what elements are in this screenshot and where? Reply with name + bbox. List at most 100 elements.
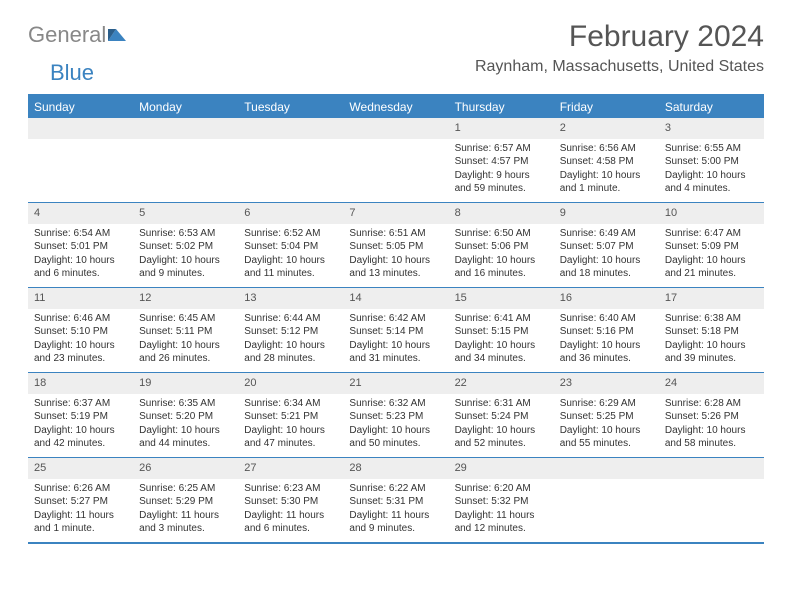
day-content: Sunrise: 6:47 AMSunset: 5:09 PMDaylight:…	[659, 224, 764, 287]
day-number: 24	[659, 373, 764, 394]
day-number: 27	[238, 458, 343, 479]
day-content: Sunrise: 6:50 AMSunset: 5:06 PMDaylight:…	[449, 224, 554, 287]
day-cell: 16Sunrise: 6:40 AMSunset: 5:16 PMDayligh…	[554, 288, 659, 372]
day-number: 13	[238, 288, 343, 309]
day-sunset: Sunset: 5:24 PM	[455, 410, 548, 424]
day-sunset: Sunset: 5:14 PM	[349, 325, 442, 339]
day-content: Sunrise: 6:26 AMSunset: 5:27 PMDaylight:…	[28, 479, 133, 542]
day-sunrise: Sunrise: 6:28 AM	[665, 397, 758, 411]
day-daylight2: and 11 minutes.	[244, 267, 337, 281]
day-sunrise: Sunrise: 6:44 AM	[244, 312, 337, 326]
day-content: Sunrise: 6:22 AMSunset: 5:31 PMDaylight:…	[343, 479, 448, 542]
day-cell: 22Sunrise: 6:31 AMSunset: 5:24 PMDayligh…	[449, 373, 554, 457]
day-cell	[238, 118, 343, 202]
day-number: 21	[343, 373, 448, 394]
day-daylight1: Daylight: 10 hours	[665, 339, 758, 353]
day-sunrise: Sunrise: 6:25 AM	[139, 482, 232, 496]
day-number: 14	[343, 288, 448, 309]
day-content: Sunrise: 6:41 AMSunset: 5:15 PMDaylight:…	[449, 309, 554, 372]
day-sunrise: Sunrise: 6:35 AM	[139, 397, 232, 411]
weekday-friday: Friday	[554, 96, 659, 118]
day-sunrise: Sunrise: 6:23 AM	[244, 482, 337, 496]
day-number-empty	[343, 118, 448, 139]
day-daylight2: and 28 minutes.	[244, 352, 337, 366]
day-daylight1: Daylight: 10 hours	[139, 424, 232, 438]
day-content: Sunrise: 6:31 AMSunset: 5:24 PMDaylight:…	[449, 394, 554, 457]
day-sunset: Sunset: 5:12 PM	[244, 325, 337, 339]
day-number: 3	[659, 118, 764, 139]
day-sunrise: Sunrise: 6:55 AM	[665, 142, 758, 156]
day-sunset: Sunset: 5:31 PM	[349, 495, 442, 509]
day-cell: 19Sunrise: 6:35 AMSunset: 5:20 PMDayligh…	[133, 373, 238, 457]
weekday-saturday: Saturday	[659, 96, 764, 118]
day-number: 8	[449, 203, 554, 224]
day-sunrise: Sunrise: 6:37 AM	[34, 397, 127, 411]
day-number: 26	[133, 458, 238, 479]
day-sunset: Sunset: 5:21 PM	[244, 410, 337, 424]
day-daylight2: and 44 minutes.	[139, 437, 232, 451]
day-sunrise: Sunrise: 6:54 AM	[34, 227, 127, 241]
day-sunrise: Sunrise: 6:40 AM	[560, 312, 653, 326]
day-daylight2: and 9 minutes.	[139, 267, 232, 281]
day-daylight1: Daylight: 9 hours	[455, 169, 548, 183]
day-cell	[28, 118, 133, 202]
weekday-thursday: Thursday	[449, 96, 554, 118]
day-cell: 3Sunrise: 6:55 AMSunset: 5:00 PMDaylight…	[659, 118, 764, 202]
day-sunrise: Sunrise: 6:29 AM	[560, 397, 653, 411]
day-sunrise: Sunrise: 6:50 AM	[455, 227, 548, 241]
day-sunrise: Sunrise: 6:31 AM	[455, 397, 548, 411]
day-cell: 23Sunrise: 6:29 AMSunset: 5:25 PMDayligh…	[554, 373, 659, 457]
day-daylight2: and 23 minutes.	[34, 352, 127, 366]
day-sunset: Sunset: 5:06 PM	[455, 240, 548, 254]
day-sunrise: Sunrise: 6:22 AM	[349, 482, 442, 496]
day-daylight1: Daylight: 10 hours	[349, 424, 442, 438]
day-sunrise: Sunrise: 6:32 AM	[349, 397, 442, 411]
day-cell: 17Sunrise: 6:38 AMSunset: 5:18 PMDayligh…	[659, 288, 764, 372]
logo: General	[28, 22, 129, 48]
day-cell	[343, 118, 448, 202]
day-daylight2: and 3 minutes.	[139, 522, 232, 536]
day-daylight1: Daylight: 10 hours	[560, 339, 653, 353]
day-sunset: Sunset: 5:25 PM	[560, 410, 653, 424]
day-daylight2: and 39 minutes.	[665, 352, 758, 366]
day-number: 23	[554, 373, 659, 394]
day-number-empty	[28, 118, 133, 139]
day-cell: 8Sunrise: 6:50 AMSunset: 5:06 PMDaylight…	[449, 203, 554, 287]
logo-text-2: Blue	[50, 60, 94, 85]
day-sunrise: Sunrise: 6:47 AM	[665, 227, 758, 241]
day-cell: 20Sunrise: 6:34 AMSunset: 5:21 PMDayligh…	[238, 373, 343, 457]
day-number: 20	[238, 373, 343, 394]
day-cell	[659, 458, 764, 542]
weeks-container: 1Sunrise: 6:57 AMSunset: 4:57 PMDaylight…	[28, 118, 764, 542]
day-content: Sunrise: 6:56 AMSunset: 4:58 PMDaylight:…	[554, 139, 659, 202]
day-daylight2: and 26 minutes.	[139, 352, 232, 366]
day-daylight1: Daylight: 10 hours	[665, 424, 758, 438]
day-sunrise: Sunrise: 6:49 AM	[560, 227, 653, 241]
weekday-wednesday: Wednesday	[343, 96, 448, 118]
day-sunset: Sunset: 5:29 PM	[139, 495, 232, 509]
day-daylight1: Daylight: 11 hours	[34, 509, 127, 523]
day-sunset: Sunset: 5:05 PM	[349, 240, 442, 254]
day-daylight1: Daylight: 10 hours	[665, 169, 758, 183]
week-row: 25Sunrise: 6:26 AMSunset: 5:27 PMDayligh…	[28, 457, 764, 542]
day-number: 12	[133, 288, 238, 309]
day-sunset: Sunset: 5:09 PM	[665, 240, 758, 254]
day-content: Sunrise: 6:45 AMSunset: 5:11 PMDaylight:…	[133, 309, 238, 372]
day-content: Sunrise: 6:29 AMSunset: 5:25 PMDaylight:…	[554, 394, 659, 457]
day-sunset: Sunset: 5:27 PM	[34, 495, 127, 509]
day-sunrise: Sunrise: 6:26 AM	[34, 482, 127, 496]
day-number: 22	[449, 373, 554, 394]
day-number: 2	[554, 118, 659, 139]
day-sunrise: Sunrise: 6:42 AM	[349, 312, 442, 326]
day-daylight1: Daylight: 11 hours	[349, 509, 442, 523]
day-sunrise: Sunrise: 6:45 AM	[139, 312, 232, 326]
day-daylight1: Daylight: 10 hours	[455, 424, 548, 438]
location-text: Raynham, Massachusetts, United States	[475, 58, 764, 76]
day-sunset: Sunset: 5:16 PM	[560, 325, 653, 339]
day-sunset: Sunset: 4:58 PM	[560, 155, 653, 169]
day-daylight1: Daylight: 11 hours	[244, 509, 337, 523]
day-number: 28	[343, 458, 448, 479]
day-cell: 5Sunrise: 6:53 AMSunset: 5:02 PMDaylight…	[133, 203, 238, 287]
day-content: Sunrise: 6:34 AMSunset: 5:21 PMDaylight:…	[238, 394, 343, 457]
day-cell	[554, 458, 659, 542]
